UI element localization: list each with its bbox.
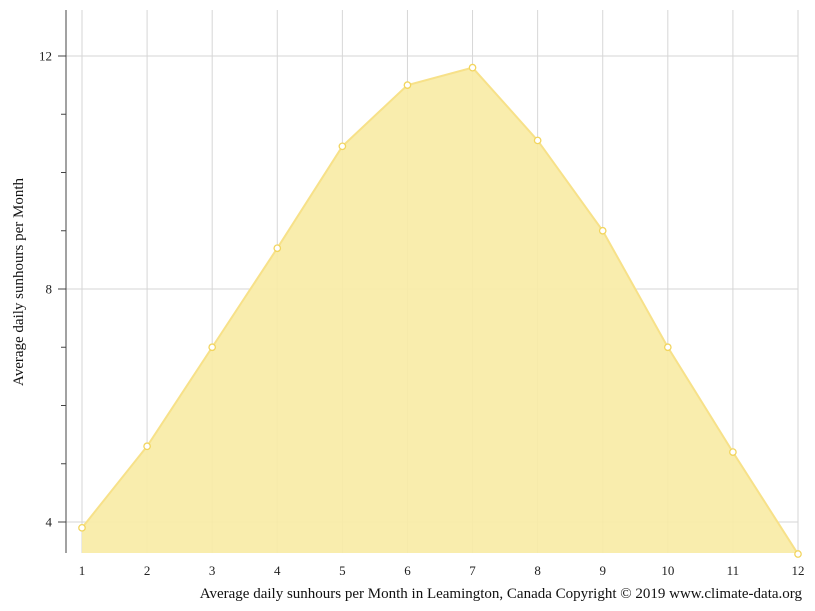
x-tick-label-2: 2	[144, 563, 151, 578]
y-axis-title: Average daily sunhours per Month	[11, 178, 27, 387]
data-point-4	[273, 244, 282, 253]
data-point-7	[468, 63, 477, 72]
data-point-10	[663, 343, 672, 352]
x-tick-label-11: 11	[727, 563, 740, 578]
data-point-8	[533, 136, 542, 145]
plot-area	[81, 66, 799, 555]
x-tick-label-8: 8	[534, 563, 541, 578]
x-tick-label-5: 5	[339, 563, 346, 578]
data-point-9	[598, 226, 607, 235]
data-point-6	[403, 81, 412, 89]
data-point-12	[794, 550, 802, 558]
data-point-3	[208, 343, 217, 352]
x-tick-label-7: 7	[469, 563, 476, 578]
data-point-1	[78, 523, 86, 532]
data-point-2	[143, 442, 151, 451]
x-tick-label-10: 10	[661, 563, 674, 578]
axes	[58, 10, 67, 553]
x-axis-title: Average daily sunhours per Month in Leam…	[200, 586, 803, 602]
data-point-5	[338, 142, 347, 151]
x-tick-label-12: 12	[792, 563, 805, 578]
x-tick-label-3: 3	[209, 563, 216, 578]
data-points	[78, 63, 802, 558]
series-line	[81, 66, 799, 555]
data-point-11	[729, 448, 737, 456]
x-tick-label-9: 9	[599, 563, 606, 578]
series-area	[82, 67, 798, 555]
x-tick-label-6: 6	[404, 563, 411, 578]
y-tick-label-2: 8	[46, 282, 53, 297]
y-tick-label-3: 12	[39, 49, 52, 64]
y-tick-label-1: 4	[46, 515, 53, 530]
x-tick-label-4: 4	[274, 563, 281, 578]
x-tick-label-1: 1	[79, 563, 86, 578]
